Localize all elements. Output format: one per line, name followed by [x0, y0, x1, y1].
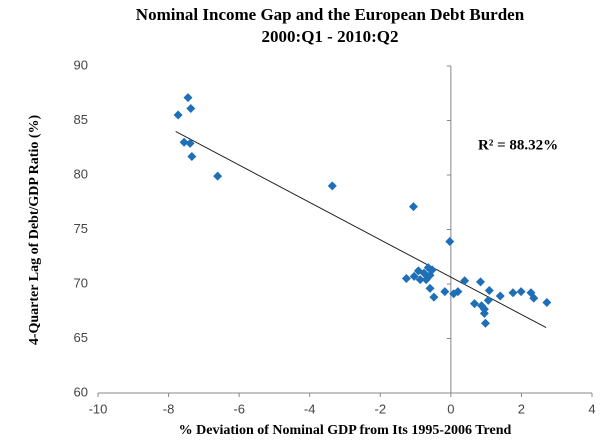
data-point: [183, 93, 193, 103]
data-point: [453, 287, 463, 297]
data-point: [415, 275, 425, 285]
data-point: [427, 265, 437, 275]
y-tick-label: 80: [74, 166, 88, 181]
y-tick-label: 90: [74, 57, 88, 72]
data-point: [408, 202, 418, 212]
chart-subtitle: 2000:Q1 - 2010:Q2: [262, 27, 399, 46]
y-tick-label: 60: [74, 384, 88, 399]
data-point: [187, 151, 197, 161]
data-point: [425, 283, 435, 293]
data-point: [495, 291, 505, 301]
data-point: [440, 287, 450, 297]
y-tick-label: 65: [74, 330, 88, 345]
data-point: [185, 138, 195, 148]
data-point: [475, 277, 485, 287]
data-point: [429, 292, 439, 302]
data-point: [469, 299, 479, 309]
data-point: [409, 271, 419, 281]
data-point: [483, 295, 493, 305]
data-point: [186, 104, 196, 114]
data-point: [479, 304, 489, 314]
trendline: [175, 130, 547, 329]
data-point: [542, 298, 552, 308]
data-point: [529, 293, 539, 303]
data-point: [421, 275, 431, 285]
data-point: [213, 171, 223, 181]
x-tick-label: -6: [233, 401, 245, 416]
y-tick-label: 70: [74, 275, 88, 290]
x-tick-label: -10: [89, 401, 108, 416]
x-axis-title: % Deviation of Nominal GDP from Its 1995…: [179, 423, 512, 438]
y-axis-title: 4-Quarter Lag of Debt/GDP Ratio (%): [27, 115, 42, 346]
data-point: [460, 276, 470, 286]
data-point: [173, 110, 183, 120]
data-point: [327, 181, 337, 191]
x-tick-label: 4: [588, 401, 595, 416]
chart-title: Nominal Income Gap and the European Debt…: [136, 5, 525, 24]
data-point: [401, 274, 411, 284]
x-tick-label: 2: [518, 401, 525, 416]
x-tick-label: -8: [163, 401, 175, 416]
data-point: [484, 286, 494, 296]
r-squared-annotation: R² = 88.32%: [478, 137, 558, 153]
x-tick-label: -4: [304, 401, 316, 416]
x-tick-label: -2: [375, 401, 387, 416]
data-point: [516, 287, 526, 297]
data-point: [508, 288, 518, 298]
data-point: [445, 236, 455, 246]
y-tick-label: 85: [74, 112, 88, 127]
x-tick-label: 0: [447, 401, 454, 416]
data-point: [480, 318, 490, 328]
data-point: [179, 137, 189, 147]
y-tick-label: 75: [74, 221, 88, 236]
